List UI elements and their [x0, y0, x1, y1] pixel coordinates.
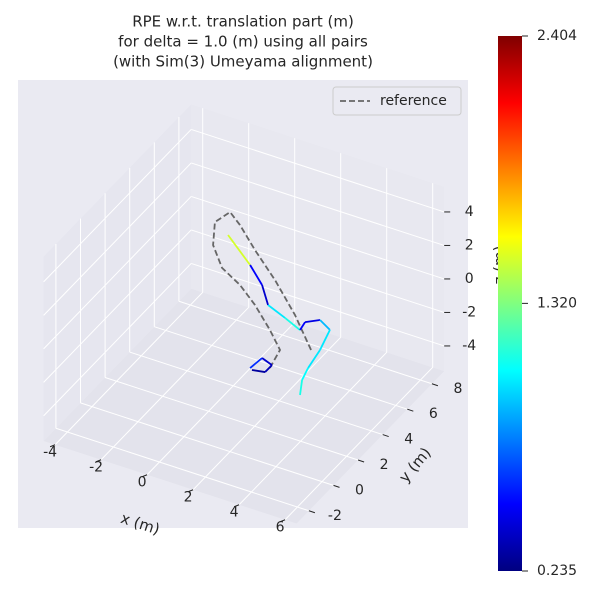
grid-line — [43, 196, 192, 350]
trajectory-segment — [299, 379, 303, 396]
z-tick-label: -2 — [462, 304, 476, 320]
trajectory-segment — [264, 364, 273, 373]
trajectory-segment — [249, 264, 263, 286]
grid-line — [55, 427, 310, 512]
floor-pane — [43, 288, 445, 524]
grid-line — [43, 229, 192, 383]
grid-line — [178, 300, 433, 385]
tick-mark — [49, 444, 56, 448]
tick-mark — [187, 489, 194, 493]
grid-line — [43, 263, 192, 417]
trajectory-segment — [319, 329, 331, 351]
legend-label: reference — [380, 93, 447, 109]
grid-line — [191, 128, 445, 213]
colorbar — [498, 36, 522, 571]
x-tick-label: -4 — [43, 445, 57, 461]
y-tick-label: 4 — [404, 432, 413, 448]
y-tick-label: 2 — [380, 457, 389, 473]
grid-line — [284, 366, 434, 521]
tick-mark — [308, 510, 316, 514]
tick-mark — [357, 459, 365, 463]
colorbar-tick-label: 2.404 — [537, 28, 577, 44]
tick-mark — [333, 484, 340, 488]
trajectory-segment — [299, 321, 306, 331]
z-tick-label: 0 — [465, 271, 474, 287]
trajectory-segment — [319, 319, 331, 331]
grid-line — [104, 376, 359, 461]
trajectory-segment — [301, 367, 309, 381]
tick-mark — [233, 504, 240, 508]
x-tick-label: 2 — [184, 490, 193, 506]
trajectory-segment — [304, 319, 321, 324]
tick-mark — [382, 434, 389, 438]
tick-mark — [141, 474, 148, 478]
trajectory-segment — [284, 317, 301, 331]
tick-mark — [431, 383, 439, 387]
grid-line — [191, 195, 445, 280]
grid-line — [146, 321, 296, 476]
trajectory-segment — [249, 357, 263, 369]
tick-mark — [407, 408, 414, 412]
trajectory-segment — [261, 357, 273, 366]
y-tick-label: 8 — [453, 381, 462, 397]
trajectory-segment — [307, 349, 321, 369]
tick-mark — [279, 519, 286, 523]
trajectory-segment — [227, 234, 251, 266]
chart-title: for delta = 1.0 (m) using all pairs — [118, 33, 368, 51]
chart-title: (with Sim(3) Umeyama alignment) — [113, 53, 373, 71]
grid-line — [238, 351, 388, 506]
x-tick-label: 0 — [138, 475, 147, 491]
trajectory-segment — [251, 369, 266, 373]
chart-title: RPE w.r.t. translation part (m) — [132, 13, 354, 31]
y-tick-label: 0 — [355, 482, 364, 498]
trajectory-segment — [267, 304, 286, 319]
tick-mark — [95, 459, 102, 463]
z-tick-label: 2 — [465, 237, 474, 253]
grid-line — [191, 162, 445, 246]
colorbar-tick-label: 1.320 — [537, 295, 577, 311]
z-tick-label: -4 — [462, 338, 476, 354]
grid-line — [54, 291, 204, 446]
legend-box — [332, 86, 462, 116]
x-tick-label: -2 — [89, 460, 103, 476]
grid-line — [192, 336, 342, 491]
z-tick-label: 4 — [465, 204, 474, 220]
grid-line — [191, 262, 445, 347]
x-tick-label: 6 — [276, 520, 285, 536]
grid-line — [80, 402, 334, 486]
x-tick-label: 4 — [230, 505, 239, 521]
grid-line — [154, 326, 408, 410]
reference-line — [212, 210, 313, 369]
y-tick-label: -2 — [328, 508, 342, 524]
grid-line — [43, 129, 192, 283]
trajectory-segment — [261, 284, 269, 306]
grid-line — [129, 351, 383, 436]
colorbar-tick-label: 0.235 — [537, 563, 577, 579]
grid-line — [43, 162, 192, 316]
grid-line — [100, 306, 250, 461]
y-tick-label: 6 — [429, 406, 438, 422]
